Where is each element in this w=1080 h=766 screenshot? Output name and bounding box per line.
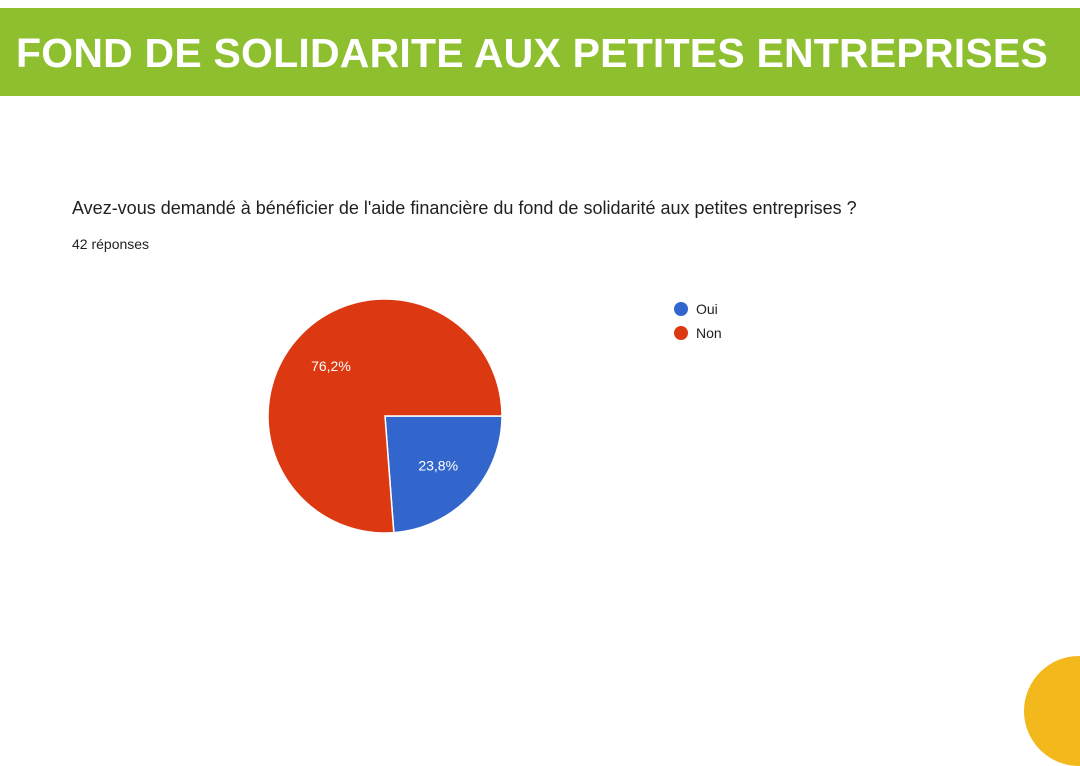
pie-chart: 23,8% 76,2%: [267, 298, 503, 534]
legend-item-non: Non: [674, 321, 722, 345]
page-title: FOND DE SOLIDARITE AUX PETITES ENTREPRIS…: [16, 30, 1048, 76]
legend-swatch-non: [674, 326, 688, 340]
legend-item-oui: Oui: [674, 297, 722, 321]
title-banner: FOND DE SOLIDARITE AUX PETITES ENTREPRIS…: [0, 8, 1080, 96]
pie-label-non: 76,2%: [311, 358, 351, 374]
chart-legend: Oui Non: [674, 297, 722, 345]
legend-label-non: Non: [696, 325, 722, 341]
pie-label-oui: 23,8%: [418, 457, 458, 473]
response-count: 42 réponses: [72, 236, 150, 252]
pie-slice-non: [267, 298, 503, 534]
survey-question: Avez-vous demandé à bénéficier de l'aide…: [72, 198, 857, 218]
pie-slice-oui: [384, 415, 503, 534]
legend-swatch-oui: [674, 302, 688, 316]
legend-label-oui: Oui: [696, 301, 718, 317]
